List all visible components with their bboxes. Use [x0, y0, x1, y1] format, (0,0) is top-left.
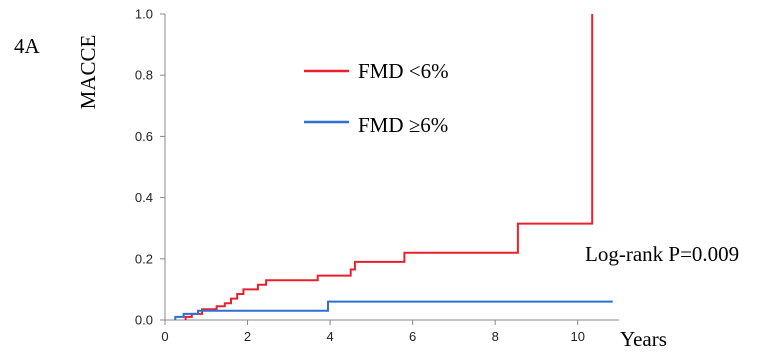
legend-label-fmd-6-or-more: FMD ≥6% — [358, 113, 448, 137]
x-tick-label: 6 — [409, 329, 416, 344]
y-tick-label: 0.0 — [135, 313, 153, 328]
x-tick-label: 8 — [492, 329, 499, 344]
y-tick-label: 1.0 — [135, 7, 153, 22]
y-tick-label: 0.4 — [135, 190, 153, 205]
panel-label: 4A — [14, 34, 41, 58]
legend: FMD <6% FMD ≥6% — [304, 59, 449, 137]
x-axis-title: Years — [620, 327, 667, 351]
x-axis: 0 2 4 6 8 10 — [161, 320, 585, 344]
series-line-fmd-below-6 — [184, 14, 594, 320]
series-line-fmd-6-or-more — [174, 300, 613, 320]
y-tick-label: 0.2 — [135, 251, 153, 266]
y-tick-label: 0.8 — [135, 68, 153, 83]
legend-label-fmd-below-6: FMD <6% — [358, 59, 449, 83]
x-tick-label: 2 — [244, 329, 251, 344]
x-tick-label: 4 — [326, 329, 333, 344]
y-axis-title: MACCE — [76, 35, 100, 110]
x-tick-label: 10 — [570, 329, 584, 344]
log-rank-annotation: Log-rank P=0.009 — [585, 242, 739, 266]
series-layer — [174, 14, 613, 320]
y-tick-label: 0.6 — [135, 129, 153, 144]
y-axis: 0.0 0.2 0.4 0.6 0.8 1.0 — [135, 7, 165, 328]
x-tick-label: 0 — [161, 329, 168, 344]
